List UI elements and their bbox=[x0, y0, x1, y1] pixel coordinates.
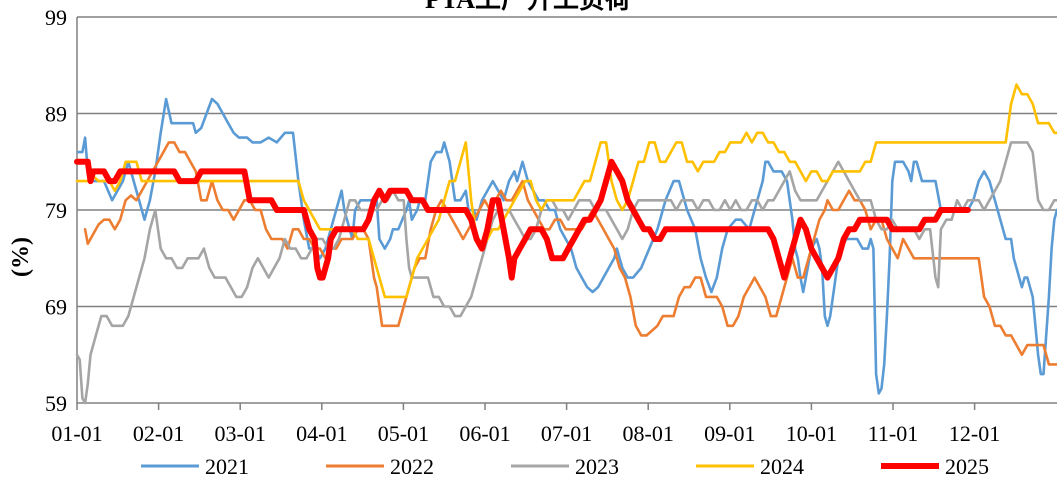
series-line-2022 bbox=[83, 141, 1057, 366]
legend-label-2025: 2025 bbox=[945, 454, 989, 479]
x-tick-label: 11-01 bbox=[868, 421, 919, 446]
tick-labels: 59 69 79 89 99 01-01 02-01 03-01 04-01 05-01 06-01… bbox=[45, 5, 1000, 446]
x-tick-label: 09-01 bbox=[704, 421, 755, 446]
x-tick-label: 08-01 bbox=[623, 421, 674, 446]
series-line-2024 bbox=[75, 83, 1057, 299]
y-tick-label: 99 bbox=[45, 5, 67, 30]
x-tick-label: 10-01 bbox=[786, 421, 837, 446]
chart-title: PTA工厂开工负荷 bbox=[425, 0, 631, 14]
legend-label-2024: 2024 bbox=[760, 454, 804, 479]
series-line-2025 bbox=[74, 158, 971, 281]
y-tick-label: 79 bbox=[45, 198, 67, 223]
x-tick-label: 12-01 bbox=[949, 421, 1000, 446]
y-tick-label: 69 bbox=[45, 295, 67, 320]
legend-label-2021: 2021 bbox=[205, 454, 249, 479]
x-tick-label: 05-01 bbox=[378, 421, 429, 446]
y-axis-label: (%) bbox=[8, 237, 34, 277]
x-tick-label: 07-01 bbox=[541, 421, 592, 446]
x-tick-label: 06-01 bbox=[459, 421, 510, 446]
series-lines bbox=[74, 83, 1057, 405]
axes bbox=[76, 17, 1057, 410]
legend: 2021 2022 2023 2024 2025 bbox=[141, 454, 989, 479]
x-tick-label: 01-01 bbox=[51, 421, 102, 446]
y-tick-label: 89 bbox=[45, 102, 67, 127]
x-tick-label: 02-01 bbox=[133, 421, 184, 446]
grid-lines bbox=[77, 16, 1057, 308]
series-line-2021 bbox=[77, 97, 1057, 395]
legend-label-2023: 2023 bbox=[575, 454, 619, 479]
x-tick-label: 04-01 bbox=[296, 421, 347, 446]
y-tick-label: 59 bbox=[45, 391, 67, 416]
x-tick-label: 03-01 bbox=[215, 421, 266, 446]
legend-label-2022: 2022 bbox=[390, 454, 434, 479]
